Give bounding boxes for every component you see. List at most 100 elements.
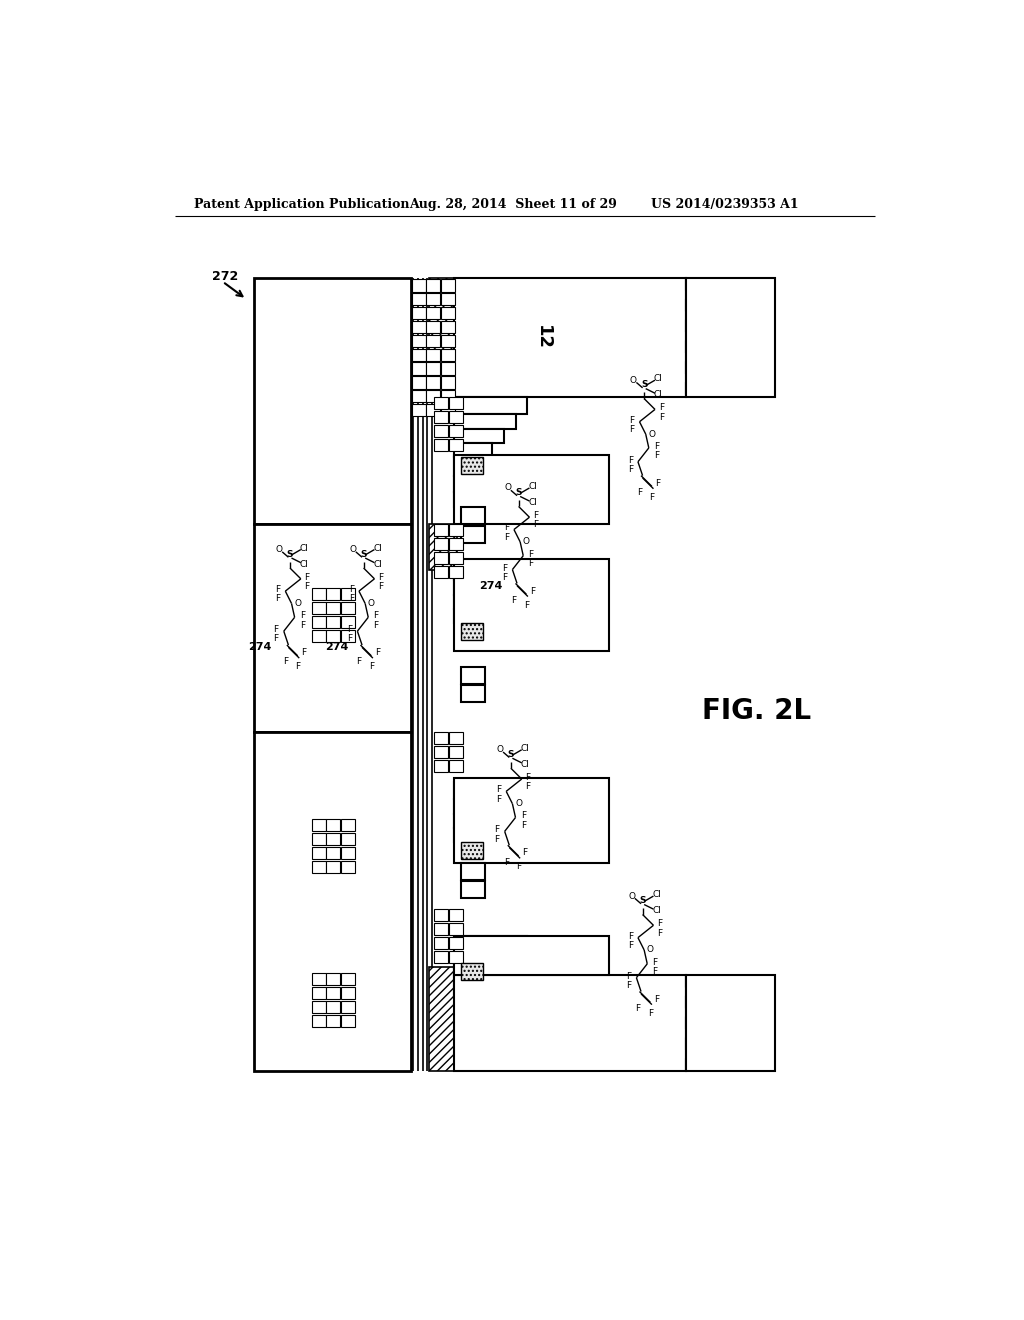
Text: S: S: [641, 380, 647, 389]
Bar: [454, 799, 515, 814]
Bar: [434, 923, 449, 936]
Bar: [461, 507, 484, 524]
Bar: [434, 566, 449, 578]
Bar: [454, 277, 686, 397]
Text: US 2014/0239353 A1: US 2014/0239353 A1: [651, 198, 799, 211]
Bar: [341, 615, 355, 628]
Bar: [441, 280, 455, 292]
Bar: [341, 602, 355, 614]
Bar: [426, 335, 440, 347]
Text: Cl: Cl: [528, 498, 537, 507]
Text: 12: 12: [534, 325, 552, 350]
Bar: [412, 363, 426, 375]
Bar: [327, 973, 340, 985]
Text: F: F: [648, 1008, 653, 1018]
Bar: [454, 562, 527, 579]
Text: F: F: [275, 594, 281, 603]
Text: Cl: Cl: [653, 391, 663, 399]
Bar: [449, 524, 463, 536]
Text: Cl: Cl: [299, 560, 308, 569]
Bar: [461, 842, 483, 859]
Bar: [461, 525, 484, 543]
Bar: [254, 733, 411, 1071]
Text: F: F: [626, 972, 631, 981]
Bar: [454, 936, 608, 974]
Bar: [426, 308, 440, 319]
Bar: [461, 623, 483, 640]
Bar: [311, 589, 326, 601]
Bar: [327, 818, 340, 832]
Bar: [461, 964, 483, 979]
Bar: [454, 814, 504, 829]
Bar: [254, 524, 411, 733]
Bar: [449, 909, 463, 921]
Bar: [441, 391, 455, 403]
Bar: [449, 438, 463, 451]
Text: F: F: [348, 585, 353, 594]
Text: F: F: [356, 657, 361, 667]
Bar: [461, 863, 484, 880]
Text: F: F: [374, 620, 379, 630]
Bar: [461, 882, 484, 899]
Text: O: O: [515, 799, 522, 808]
Text: F: F: [378, 582, 383, 591]
Text: Cl: Cl: [373, 560, 382, 569]
Bar: [686, 277, 775, 397]
Bar: [441, 293, 455, 305]
Bar: [412, 280, 426, 292]
Bar: [341, 630, 355, 642]
Bar: [311, 602, 326, 614]
Bar: [327, 1001, 340, 1014]
Text: F: F: [347, 635, 352, 643]
Text: F: F: [637, 488, 642, 498]
Bar: [311, 861, 326, 873]
Bar: [254, 277, 411, 524]
Bar: [412, 335, 426, 347]
Bar: [434, 438, 449, 451]
Bar: [434, 760, 449, 772]
Text: F: F: [495, 825, 500, 834]
Text: F: F: [626, 981, 631, 990]
Bar: [449, 923, 463, 936]
Bar: [426, 391, 440, 403]
Bar: [434, 539, 449, 550]
Text: O: O: [294, 599, 301, 609]
Text: O: O: [504, 483, 511, 492]
Bar: [327, 589, 340, 601]
Bar: [454, 558, 608, 651]
Bar: [449, 539, 463, 550]
Bar: [461, 685, 484, 702]
Bar: [426, 363, 440, 375]
Text: 274: 274: [326, 643, 349, 652]
Bar: [449, 552, 463, 564]
Text: Cl: Cl: [373, 544, 382, 553]
Text: F: F: [654, 442, 659, 451]
Text: F: F: [295, 663, 300, 671]
Bar: [311, 847, 326, 859]
Bar: [311, 630, 326, 642]
Bar: [429, 277, 458, 374]
Text: F: F: [658, 413, 664, 421]
Bar: [327, 847, 340, 859]
Bar: [454, 982, 493, 997]
Bar: [441, 363, 455, 375]
Bar: [412, 321, 426, 333]
Text: Cl: Cl: [299, 544, 308, 553]
Bar: [341, 833, 355, 845]
Text: F: F: [374, 611, 379, 620]
Bar: [454, 974, 686, 1071]
Text: O: O: [648, 429, 655, 438]
Text: F: F: [275, 585, 281, 594]
Text: F: F: [528, 558, 534, 568]
Bar: [341, 1001, 355, 1014]
Text: F: F: [534, 520, 539, 529]
Text: F: F: [495, 834, 500, 843]
Text: F: F: [516, 862, 521, 871]
Bar: [327, 602, 340, 614]
Bar: [449, 760, 463, 772]
Text: S: S: [360, 549, 367, 558]
Text: F: F: [502, 573, 507, 582]
Text: F: F: [504, 858, 509, 867]
Text: O: O: [629, 891, 635, 900]
Bar: [454, 953, 515, 969]
